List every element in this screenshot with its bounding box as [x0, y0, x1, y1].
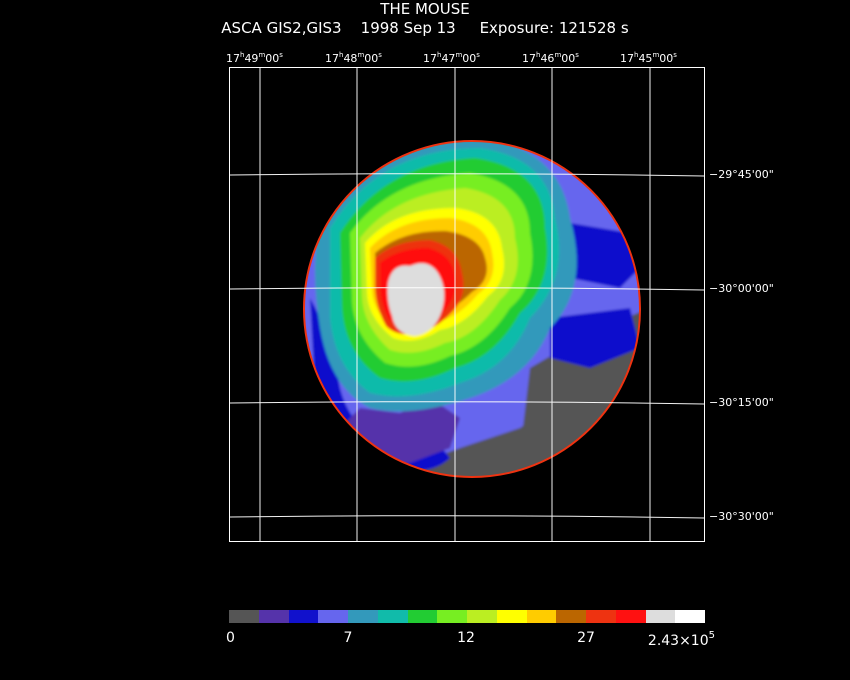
colorbar-swatch: [258, 610, 289, 623]
colorbar-swatch: [437, 610, 467, 623]
colorbar-swatch: [556, 610, 586, 623]
intensity-level-0: [410, 408, 560, 477]
ra-tick-label: 17h47m00s: [423, 51, 480, 65]
colorbar-max-label: 2.43×105: [647, 630, 715, 649]
ra-tick-label: 17h48m00s: [325, 51, 382, 65]
colorbar-label: 0: [226, 630, 235, 646]
dec-tick-label: −29°45'00": [709, 168, 774, 181]
colorbar-swatch: [645, 610, 676, 623]
colorbar-swatch: [229, 610, 259, 623]
image-frame: [229, 67, 705, 542]
instrument-label: ASCA GIS2,GIS3: [221, 19, 342, 37]
colorbar-swatch: [496, 610, 527, 623]
fov-edge: [303, 140, 641, 478]
image-title: THE MOUSE: [380, 0, 470, 18]
observation-date: 1998 Sep 13: [360, 19, 456, 37]
ra-tick-label: 17h49m00s: [226, 51, 283, 65]
intensity-level-2: [550, 308, 640, 368]
colorbar-swatch: [288, 610, 319, 623]
xray-intensity-map: [230, 68, 704, 541]
colorbar: [229, 610, 705, 623]
colorbar-swatch: [348, 610, 378, 623]
colorbar-swatch: [586, 610, 616, 623]
intensity-level-14: [387, 263, 445, 336]
colorbar-swatch: [467, 610, 497, 623]
dec-tick-label: −30°30'00": [709, 510, 774, 523]
colorbar-swatch: [407, 610, 438, 623]
exposure-label: Exposure: 121528 s: [479, 19, 629, 37]
dec-tick-label: −30°15'00": [709, 396, 774, 409]
ra-tick-label: 17h46m00s: [522, 51, 579, 65]
colorbar-swatch: [318, 610, 348, 623]
colorbar-swatch: [526, 610, 557, 623]
colorbar-label: 12: [457, 630, 475, 646]
colorbar-swatch: [377, 610, 408, 623]
image-subtitle: ASCA GIS2,GIS3 1998 Sep 13 Exposure: 121…: [0, 19, 850, 37]
colorbar-label: 27: [577, 630, 595, 646]
colorbar-swatch: [615, 610, 646, 623]
colorbar-swatch: [675, 610, 705, 623]
colorbar-label: 7: [343, 630, 353, 646]
coordinate-grid: [230, 68, 704, 541]
ra-tick-label: 17h45m00s: [620, 51, 677, 65]
dec-tick-label: −30°00'00": [709, 282, 774, 295]
